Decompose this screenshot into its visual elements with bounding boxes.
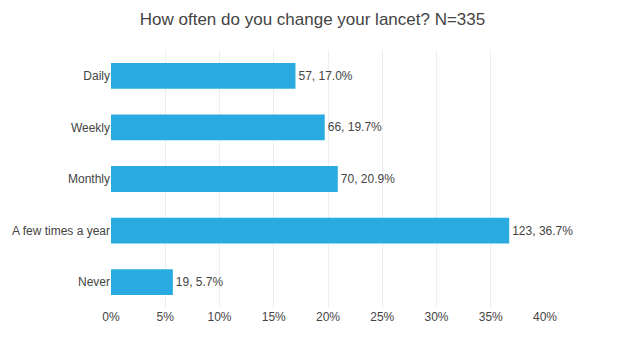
- svg-text:20%: 20%: [316, 310, 340, 324]
- svg-text:70, 20.9%: 70, 20.9%: [341, 172, 395, 186]
- svg-text:Never: Never: [78, 275, 110, 289]
- svg-text:123, 36.7%: 123, 36.7%: [512, 224, 573, 238]
- svg-text:How often do you change your l: How often do you change your lancet? N=3…: [140, 10, 485, 29]
- svg-text:25%: 25%: [370, 310, 394, 324]
- svg-text:Weekly: Weekly: [71, 121, 110, 135]
- svg-text:35%: 35%: [479, 310, 503, 324]
- svg-text:Monthly: Monthly: [68, 172, 110, 186]
- svg-text:15%: 15%: [262, 310, 286, 324]
- svg-text:19, 5.7%: 19, 5.7%: [176, 275, 224, 289]
- svg-text:Daily: Daily: [83, 69, 110, 83]
- svg-text:10%: 10%: [207, 310, 231, 324]
- svg-text:30%: 30%: [424, 310, 448, 324]
- svg-text:40%: 40%: [533, 310, 557, 324]
- svg-text:0%: 0%: [102, 310, 120, 324]
- svg-text:57, 17.0%: 57, 17.0%: [298, 69, 352, 83]
- svg-text:5%: 5%: [157, 310, 175, 324]
- svg-text:66, 19.7%: 66, 19.7%: [328, 120, 382, 134]
- svg-text:A few times a year: A few times a year: [12, 224, 110, 238]
